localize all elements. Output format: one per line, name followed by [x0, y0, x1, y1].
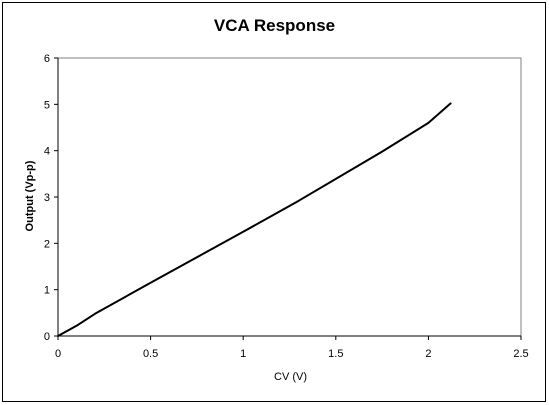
x-tick-label: 2 [425, 348, 431, 360]
x-axis-label: CV (V) [274, 371, 307, 383]
y-tick-label: 3 [44, 192, 50, 204]
y-tick-label: 1 [44, 285, 50, 297]
series-group [57, 102, 452, 337]
y-tick-label: 2 [44, 238, 50, 250]
y-tick-label: 6 [44, 53, 50, 65]
x-tick-label: 1.5 [328, 348, 343, 360]
chart-title: VCA Response [213, 16, 336, 35]
y-tick-label: 5 [44, 99, 50, 111]
x-tick-label: 2.5 [513, 348, 528, 360]
x-tick-label: 0 [55, 348, 61, 360]
plot-border [57, 57, 522, 337]
series-line-0 [57, 102, 452, 337]
y-tick-label: 0 [44, 331, 50, 343]
axis-ticks: 0 1 2 3 4 5 6 0 0.5 1 1.5 2 2.5 [44, 53, 529, 360]
x-tick-label: 0.5 [143, 348, 158, 360]
x-tick-label: 1 [240, 348, 246, 360]
y-tick-label: 4 [44, 146, 50, 158]
